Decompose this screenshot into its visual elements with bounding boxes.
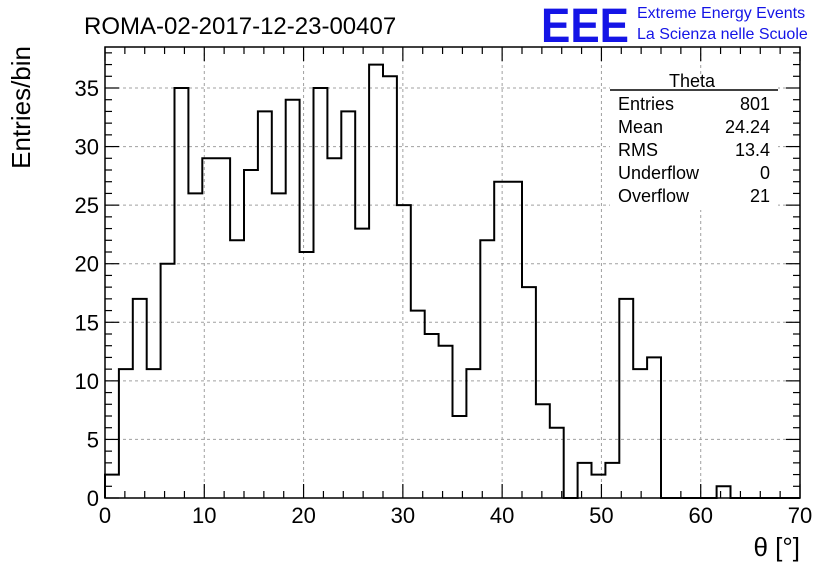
histogram-bin (522, 287, 536, 498)
axes (104, 46, 801, 499)
histogram-bin (300, 252, 314, 498)
x-tick-label: 10 (192, 503, 216, 528)
histogram-bin (244, 170, 258, 498)
x-tick-label: 30 (391, 503, 415, 528)
histogram-bin (550, 428, 564, 498)
x-axis-label: θ [°] (753, 532, 800, 562)
histogram-bin (188, 193, 202, 498)
histogram-bin (578, 463, 592, 498)
histogram-bin (494, 182, 508, 498)
grid-lines (105, 47, 800, 498)
histogram-bin (369, 65, 383, 498)
histogram-bin (216, 158, 230, 498)
histogram-bin (605, 463, 619, 498)
tick-labels: 0 10 20 30 40 50 60 70 0 5 10 15 20 25 30 35 (75, 76, 813, 528)
histogram-bin (508, 182, 522, 498)
stats-row-label: Overflow (618, 186, 690, 206)
stats-row-value: 801 (740, 94, 770, 114)
histogram-bin (133, 299, 147, 498)
stats-box-title: Theta (669, 71, 716, 91)
histogram-bin (647, 357, 661, 498)
eee-logo-mark: EEE (541, 0, 629, 53)
histogram-bin (633, 369, 647, 498)
x-tick-label: 40 (490, 503, 514, 528)
histogram-bin (619, 299, 633, 498)
histogram-bin (314, 88, 328, 498)
y-tick-label: 30 (75, 135, 99, 160)
histogram-bin (536, 404, 550, 498)
histogram-bin (161, 264, 175, 498)
eee-logo-line1: Extreme Energy Events (637, 5, 805, 22)
histogram-series (104, 63, 800, 499)
stats-row-value: 24.24 (725, 117, 770, 137)
y-tick-label: 10 (75, 369, 99, 394)
eee-logo: EEE Extreme Energy Events La Scienza nel… (541, 0, 808, 53)
histogram-bin (175, 88, 189, 498)
y-tick-label: 5 (87, 427, 99, 452)
histogram-bin (286, 100, 300, 498)
y-tick-label: 20 (75, 252, 99, 277)
chart-run-title: ROMA-02-2017-12-23-00407 (84, 13, 396, 40)
plot-frame (104, 46, 801, 499)
stats-row-value: 13.4 (735, 140, 770, 160)
stats-box-background (610, 82, 778, 210)
stats-row-value: 0 (760, 163, 770, 183)
stats-row-value: 21 (750, 186, 770, 206)
y-tick-label: 15 (75, 310, 99, 335)
histogram-bin (105, 475, 119, 498)
histogram-bin (439, 346, 453, 498)
histogram-bin (453, 416, 467, 498)
histogram-bin (272, 193, 286, 498)
histogram-outline (104, 63, 800, 499)
histogram-bin (592, 475, 606, 498)
x-tick-label: 20 (291, 503, 315, 528)
y-tick-label: 35 (75, 76, 99, 101)
histogram-bin (411, 311, 425, 498)
stats-box: Theta Entries 801 Mean 24.24 RMS 13.4 Underflo… (610, 71, 778, 210)
histogram-bin (230, 240, 244, 498)
histogram-bin (202, 158, 216, 498)
histogram-bin (425, 334, 439, 498)
histogram-bin (258, 111, 272, 498)
stats-row-label: Entries (618, 94, 674, 114)
histogram-bin (327, 158, 341, 498)
histogram-bin (383, 76, 397, 498)
eee-logo-line2: La Scienza nelle Scuole (637, 26, 808, 43)
histogram-bin (147, 369, 161, 498)
y-axis-label: Entries/bin (6, 46, 36, 169)
stats-row-label: Underflow (618, 163, 700, 183)
histogram-bin (397, 205, 411, 498)
stats-box-rows: Entries 801 Mean 24.24 RMS 13.4 Underflow 0 Over… (618, 94, 770, 206)
y-tick-label: 0 (87, 486, 99, 511)
x-tick-label: 70 (788, 503, 812, 528)
histogram-bin (119, 369, 133, 498)
x-tick-label: 0 (99, 503, 111, 528)
histogram-bin (466, 369, 480, 498)
x-tick-label: 60 (688, 503, 712, 528)
stats-row-label: Mean (618, 117, 663, 137)
tick-marks (104, 47, 801, 499)
histogram-bin (355, 229, 369, 498)
histogram-bin (341, 111, 355, 498)
stats-row-label: RMS (618, 140, 658, 160)
x-tick-label: 50 (589, 503, 613, 528)
y-tick-label: 25 (75, 193, 99, 218)
histogram-bin (717, 486, 731, 498)
histogram-bin (480, 240, 494, 498)
